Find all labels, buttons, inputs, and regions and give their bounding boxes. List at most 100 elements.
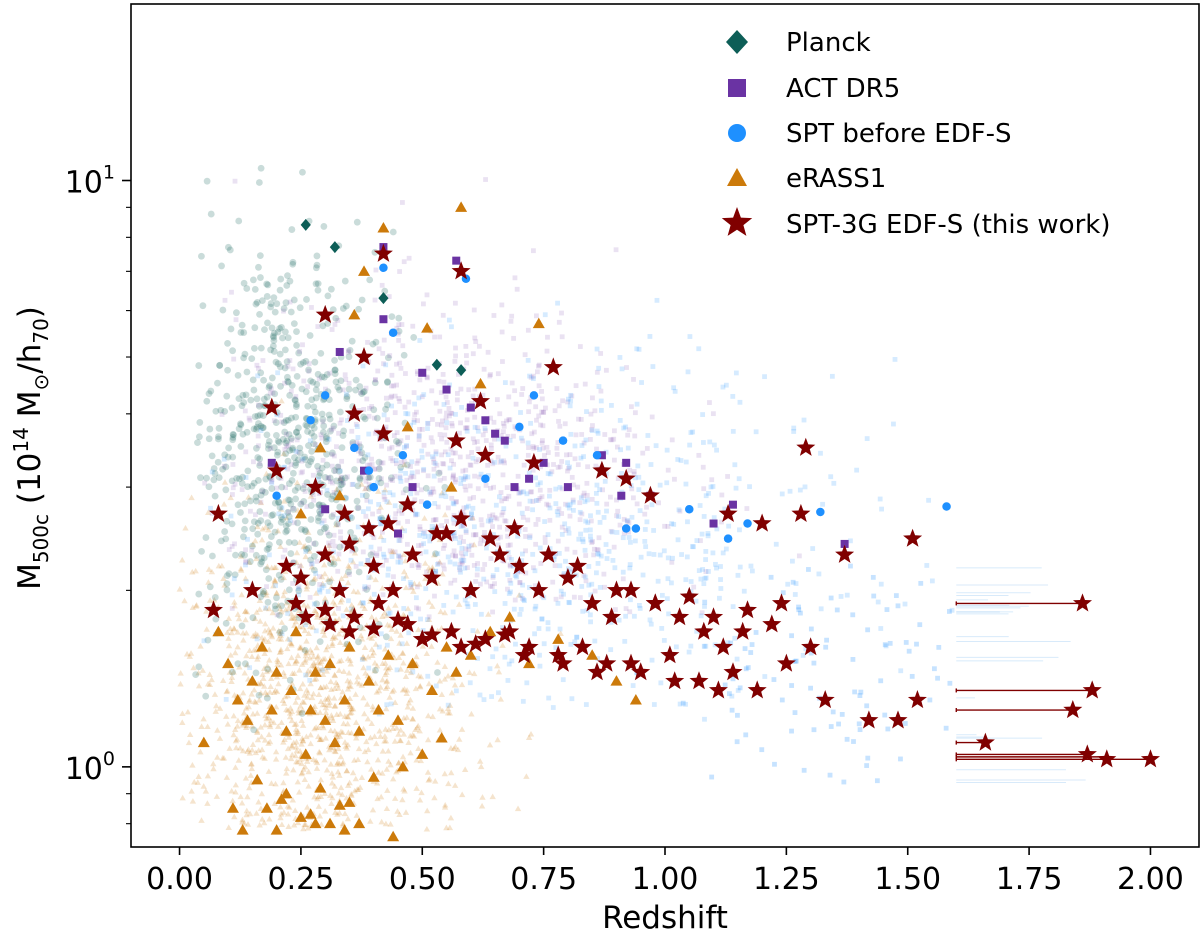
background-point	[333, 711, 340, 718]
background-point	[449, 495, 455, 501]
background-point	[284, 509, 292, 516]
background-point	[269, 342, 277, 350]
background-point	[345, 782, 352, 788]
background-point	[439, 523, 444, 528]
background-point	[454, 391, 460, 396]
background-point	[737, 564, 743, 570]
background-point	[222, 486, 230, 494]
background-point	[324, 530, 330, 536]
background-point	[444, 518, 449, 524]
background-point	[530, 551, 536, 557]
background-point	[336, 408, 344, 416]
background-point	[267, 533, 275, 540]
background-point	[208, 676, 215, 683]
background-point	[288, 641, 295, 648]
data-point-erass	[532, 317, 545, 329]
background-point	[205, 483, 213, 491]
background-point	[469, 400, 474, 406]
background-point	[565, 460, 571, 466]
background-point	[255, 433, 261, 439]
background-point	[330, 555, 337, 561]
background-point	[449, 423, 455, 429]
background-point	[416, 606, 422, 612]
background-point	[355, 524, 361, 530]
background-point	[474, 628, 481, 634]
background-point	[335, 486, 343, 493]
background-point	[254, 362, 260, 368]
background-point	[269, 332, 277, 340]
background-point	[536, 383, 542, 389]
background-point	[672, 476, 677, 482]
background-point	[200, 783, 207, 789]
background-point	[553, 486, 559, 492]
background-point	[260, 590, 267, 598]
background-point	[492, 589, 498, 595]
background-point	[596, 552, 602, 557]
background-point	[518, 489, 524, 495]
background-point	[314, 462, 321, 470]
background-point	[407, 580, 413, 585]
background-point	[816, 571, 822, 577]
data-point-sptedfs	[451, 261, 471, 280]
background-point	[841, 779, 847, 785]
background-point	[346, 380, 352, 386]
background-point	[892, 357, 898, 362]
background-point	[396, 396, 402, 401]
background-point	[257, 491, 265, 499]
background-point	[865, 627, 871, 633]
background-point	[177, 670, 184, 676]
background-point	[470, 351, 476, 357]
background-point	[376, 727, 383, 734]
background-point	[306, 654, 313, 661]
background-point	[590, 395, 595, 401]
background-point	[387, 610, 393, 616]
background-point	[229, 430, 237, 438]
background-point	[416, 796, 424, 803]
background-point	[421, 468, 426, 474]
background-point	[341, 739, 349, 745]
background-point	[348, 705, 355, 711]
background-point	[278, 608, 285, 615]
background-point	[358, 390, 364, 396]
background-point	[947, 680, 953, 686]
background-point	[252, 615, 259, 622]
background-point	[333, 521, 340, 528]
background-point	[470, 436, 476, 442]
background-point	[621, 530, 627, 536]
background-point	[225, 570, 233, 578]
background-point	[241, 819, 248, 826]
background-point	[239, 473, 247, 481]
background-point	[456, 736, 463, 742]
background-point	[457, 562, 463, 567]
background-point	[303, 585, 310, 592]
background-point	[287, 639, 294, 646]
background-point	[395, 442, 401, 448]
background-point	[386, 694, 393, 700]
background-point	[714, 447, 719, 453]
background-point	[263, 605, 269, 611]
background-point	[328, 712, 335, 718]
background-point	[914, 641, 919, 647]
background-point	[359, 657, 365, 662]
background-point	[603, 542, 609, 547]
background-point	[448, 769, 455, 776]
background-point	[268, 374, 276, 382]
background-point	[555, 440, 561, 445]
background-point	[409, 731, 416, 738]
data-point-erass	[290, 625, 303, 637]
data-point-erass	[304, 704, 317, 715]
data-point-sptedfs	[344, 403, 364, 422]
background-point	[353, 218, 361, 226]
background-point	[504, 485, 510, 491]
background-point	[388, 548, 395, 555]
background-point	[505, 533, 511, 539]
background-point	[277, 543, 284, 550]
background-point	[338, 535, 344, 541]
background-point	[243, 807, 250, 814]
background-point	[282, 439, 290, 447]
background-point	[597, 585, 603, 590]
background-point	[209, 469, 215, 475]
background-point	[304, 689, 312, 696]
background-point	[626, 520, 632, 525]
background-point	[319, 667, 325, 673]
